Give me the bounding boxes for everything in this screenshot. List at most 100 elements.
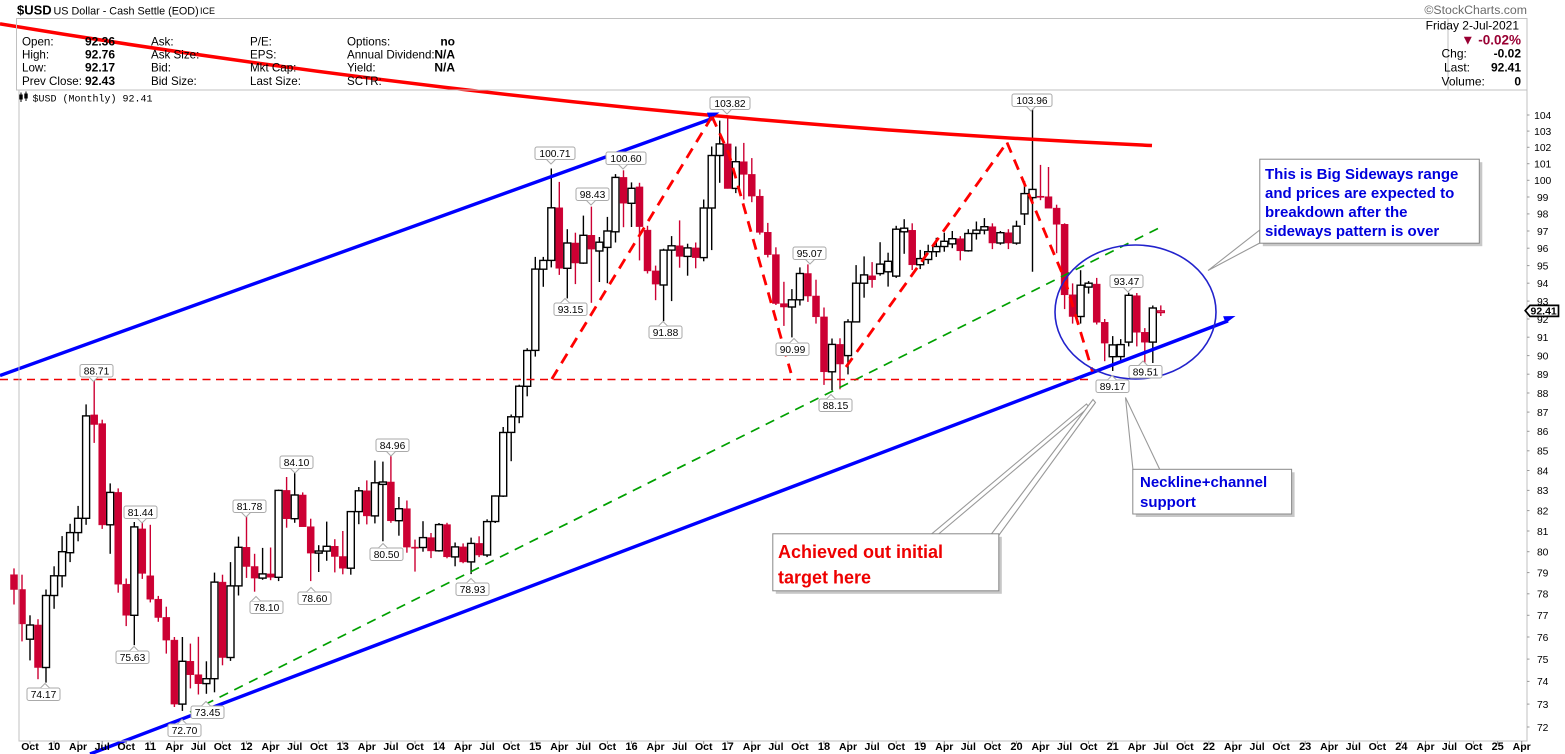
svg-text:91: 91 [1537,333,1549,344]
svg-text:no: no [440,34,455,48]
svg-text:$USD (Monthly) 92.41: $USD (Monthly) 92.41 [33,94,153,106]
svg-text:Oct: Oct [1176,741,1194,753]
svg-text:88.71: 88.71 [84,366,110,377]
svg-text:78.60: 78.60 [302,594,328,605]
svg-text:13: 13 [337,741,349,753]
svg-text:Jul: Jul [95,741,110,753]
svg-text:High:: High: [22,48,49,61]
svg-text:Apr: Apr [165,741,183,753]
svg-text:92.41: 92.41 [1491,61,1521,75]
svg-text:Jul: Jul [480,741,495,753]
svg-text:18: 18 [818,741,830,753]
svg-text:Ask Size:: Ask Size: [151,48,199,61]
svg-text:25: 25 [1492,741,1504,753]
svg-text:Mkt Cap:: Mkt Cap: [250,62,296,75]
svg-text:Friday 2-Jul-2021: Friday 2-Jul-2021 [1426,19,1520,33]
svg-text:Oct: Oct [1465,741,1483,753]
svg-text:Jul: Jul [672,741,687,753]
svg-text:89: 89 [1537,370,1549,381]
svg-text:Oct: Oct [1272,741,1290,753]
svg-text:Oct: Oct [695,741,713,753]
svg-text:73: 73 [1537,700,1549,711]
svg-text:Oct: Oct [599,741,617,753]
svg-text:Open:: Open: [22,35,54,48]
svg-text:97: 97 [1537,227,1549,238]
svg-text:Apr: Apr [1513,741,1531,753]
svg-text:76: 76 [1537,633,1549,644]
svg-text:77: 77 [1537,611,1549,622]
svg-text:Oct: Oct [791,741,809,753]
svg-text:95: 95 [1537,261,1549,272]
svg-text:Jul: Jul [961,741,976,753]
svg-text:16: 16 [625,741,637,753]
svg-text:87: 87 [1537,408,1549,419]
svg-text:94: 94 [1537,279,1549,290]
svg-text:SCTR:: SCTR: [347,75,382,88]
svg-text:Oct: Oct [214,741,232,753]
svg-text:Jul: Jul [1153,741,1168,753]
svg-text:support: support [1140,494,1196,511]
svg-text:Apr: Apr [69,741,87,753]
svg-text:72.70: 72.70 [172,726,198,737]
svg-text:$USD: $USD [17,3,52,18]
svg-text:This is Big Sideways range: This is Big Sideways range [1265,166,1458,183]
svg-text:12: 12 [240,741,252,753]
svg-text:88: 88 [1537,389,1549,400]
svg-text:20: 20 [1010,741,1022,753]
svg-text:0: 0 [1514,75,1521,89]
svg-text:96: 96 [1537,244,1549,255]
svg-text:92.17: 92.17 [85,61,115,75]
svg-text:Jul: Jul [383,741,398,753]
svg-text:Oct: Oct [310,741,328,753]
svg-text:Apr: Apr [1320,741,1338,753]
svg-text:Jul: Jul [768,741,783,753]
svg-text:104: 104 [1534,111,1551,122]
svg-text:89.17: 89.17 [1100,382,1126,393]
svg-text:14: 14 [433,741,446,753]
svg-text:N/A: N/A [434,47,455,61]
svg-text:74.17: 74.17 [31,690,57,701]
svg-text:Oct: Oct [887,741,905,753]
svg-text:92.76: 92.76 [85,47,115,61]
svg-text:80.50: 80.50 [374,550,400,561]
svg-text:11: 11 [144,741,156,753]
svg-text:95.07: 95.07 [797,249,823,260]
svg-text:©StockCharts.com: ©StockCharts.com [1424,3,1527,17]
svg-text:83: 83 [1537,486,1549,497]
svg-text:74: 74 [1537,677,1549,688]
svg-text:81: 81 [1537,527,1549,538]
svg-text:73.45: 73.45 [195,708,221,719]
svg-text:Neckline+channel: Neckline+channel [1140,474,1267,491]
svg-text:Apr: Apr [1224,741,1242,753]
svg-text:79: 79 [1537,568,1549,579]
svg-text:Oct: Oct [117,741,135,753]
svg-text:Apr: Apr [743,741,761,753]
svg-text:Volume:: Volume: [1442,75,1485,89]
svg-text:103.82: 103.82 [714,99,745,110]
svg-text:Ask:: Ask: [151,35,174,48]
svg-text:Oct: Oct [1080,741,1098,753]
svg-text:EPS:: EPS: [250,48,276,61]
svg-text:Oct: Oct [502,741,520,753]
svg-text:Last:: Last: [1444,61,1470,75]
svg-text:Yield:: Yield: [347,62,376,75]
svg-text:84.96: 84.96 [380,441,406,452]
svg-text:103.96: 103.96 [1016,96,1047,107]
svg-text:Bid Size:: Bid Size: [151,75,197,88]
svg-text:Apr: Apr [839,741,857,753]
svg-text:103: 103 [1534,127,1551,138]
svg-text:90.99: 90.99 [780,345,806,356]
svg-text:and prices are expected to: and prices are expected to [1265,185,1454,202]
svg-text:100.60: 100.60 [610,154,641,165]
svg-text:24: 24 [1395,741,1408,753]
svg-text:Apr: Apr [647,741,665,753]
svg-text:Jul: Jul [1442,741,1457,753]
svg-text:Apr: Apr [358,741,376,753]
svg-text:sideways pattern is over: sideways pattern is over [1265,223,1439,240]
svg-text:Jul: Jul [1250,741,1265,753]
svg-text:23: 23 [1299,741,1311,753]
svg-text:Options:: Options: [347,35,390,48]
svg-text:92.36: 92.36 [85,34,115,48]
svg-text:92.41: 92.41 [1531,305,1557,317]
svg-text:Last Size:: Last Size: [250,75,301,88]
